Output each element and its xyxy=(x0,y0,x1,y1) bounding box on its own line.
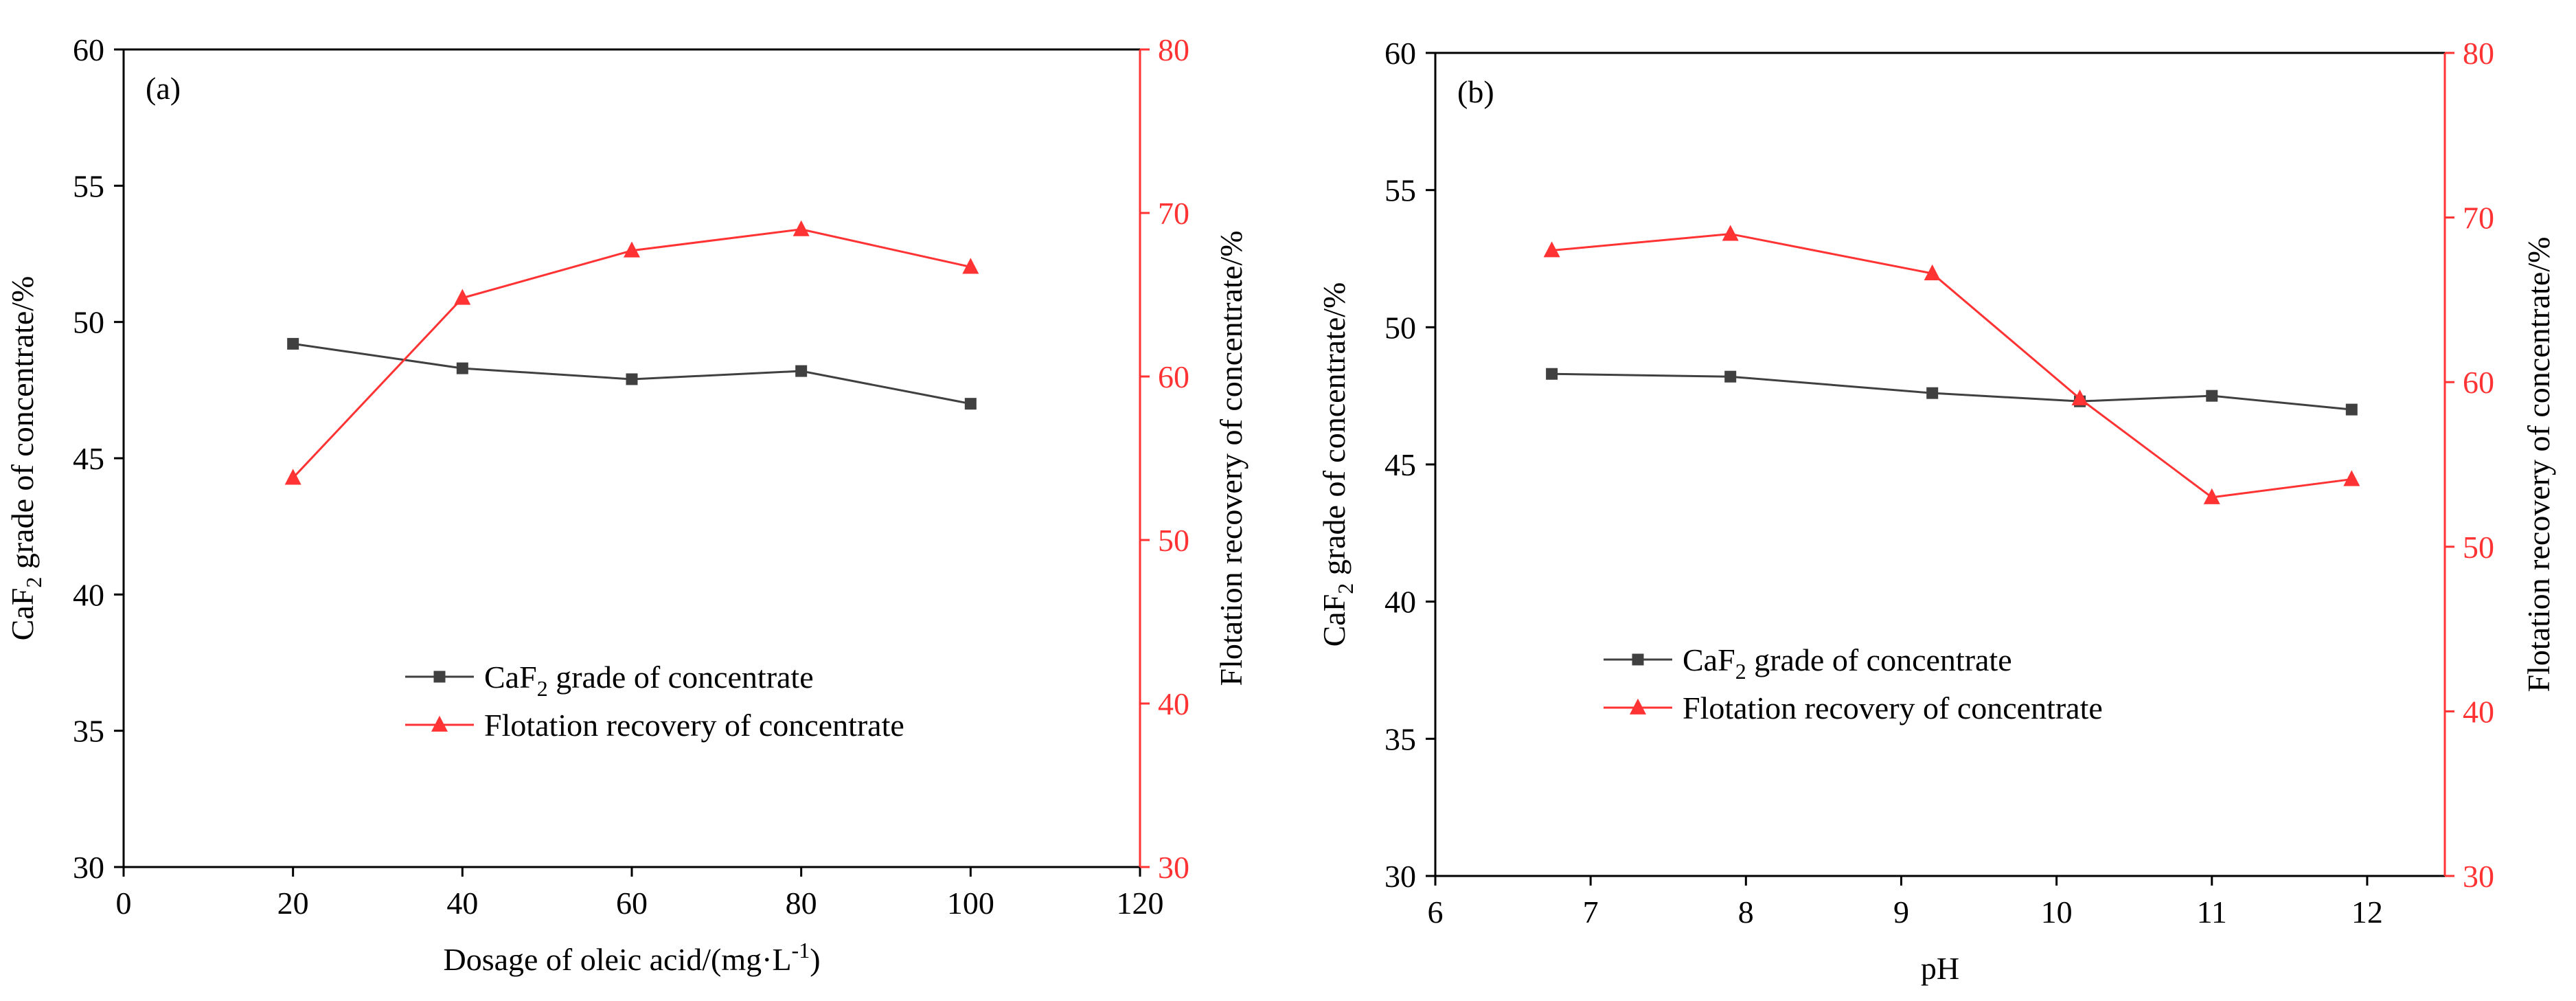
chart-panel-b: 6 7 8 9 10 11 12 30 35 40 45 50 55 60 30 40 50 60 70 80 (b) p… xyxy=(1317,36,2556,986)
y-left-tick-label: 45 xyxy=(73,441,104,476)
grade-data-point xyxy=(1724,370,1737,383)
recovery-data-point xyxy=(1924,264,1941,280)
y-right-tick-label: 50 xyxy=(2463,530,2494,565)
recovery-data-point xyxy=(624,241,640,258)
legend-marker-recovery xyxy=(1630,698,1646,715)
grade-series-line xyxy=(1551,372,2352,411)
grade-data-point xyxy=(456,362,468,374)
y-left-tick-label: 35 xyxy=(1384,721,1416,756)
legend-label-recovery: Flotation recovery of concentrate xyxy=(484,708,904,743)
grade-data-point xyxy=(287,337,299,350)
y-right-tick-label: 70 xyxy=(1158,196,1189,231)
y-left-tick-label: 40 xyxy=(1384,585,1416,620)
recovery-data-point xyxy=(2343,470,2360,486)
y-right-tick-label: 60 xyxy=(1158,359,1189,394)
recovery-data-point xyxy=(793,220,810,236)
recovery-series-line xyxy=(292,228,971,479)
x-axis-title: Dosage of oleic acid/(mg·L-1) xyxy=(443,938,820,977)
y-right-tick-label: 80 xyxy=(1158,32,1189,67)
legend: CaF2 grade of concentrate Flotation recov… xyxy=(1604,642,2103,726)
y-left-tick-label: 35 xyxy=(73,714,104,749)
y-left-tick-label: 30 xyxy=(73,850,104,885)
y-left-axis-title: CaF2 grade of concentrate/% xyxy=(5,276,46,641)
recovery-series-line xyxy=(1551,233,2352,499)
y-right-axis-title: Flotation recovery of concentrate/% xyxy=(2521,237,2556,693)
x-tick-label: 80 xyxy=(786,886,817,921)
x-tick-label: 6 xyxy=(1428,895,1444,930)
legend-label-grade: CaF2 grade of concentrate xyxy=(484,660,814,701)
recovery-data-point xyxy=(2203,488,2220,504)
legend-marker-recovery xyxy=(431,715,448,732)
x-tick-label: 120 xyxy=(1117,886,1164,921)
legend-marker-grade xyxy=(1632,653,1644,666)
panel-label: (a) xyxy=(146,71,181,106)
recovery-data-point xyxy=(1543,241,1560,258)
x-tick-label: 100 xyxy=(947,886,994,921)
x-tick-label: 10 xyxy=(2041,895,2073,930)
y-left-tick-label: 50 xyxy=(73,305,104,340)
recovery-data-point xyxy=(962,258,979,274)
grade-data-point xyxy=(2206,390,2218,402)
x-tick-label: 7 xyxy=(1583,895,1599,930)
recovery-data-point xyxy=(284,469,301,485)
grade-data-point xyxy=(2345,403,2358,416)
y-right-tick-label: 40 xyxy=(2463,694,2494,729)
x-tick-label: 20 xyxy=(277,886,309,921)
y-left-tick-label: 30 xyxy=(1384,859,1416,894)
grade-data-point xyxy=(964,398,977,410)
grade-data-point xyxy=(626,373,638,385)
y-left-tick-label: 40 xyxy=(73,577,104,612)
y-left-tick-label: 50 xyxy=(1384,310,1416,345)
legend-marker-grade xyxy=(433,671,446,683)
x-axis-title: pH xyxy=(1921,951,1959,986)
y-right-tick-label: 80 xyxy=(2463,36,2494,71)
y-right-tick-label: 30 xyxy=(2463,859,2494,894)
x-tick-label: 0 xyxy=(116,886,132,921)
y-left-axis-title: CaF2 grade of concentrate/% xyxy=(1317,282,1358,647)
x-tick-label: 12 xyxy=(2351,895,2383,930)
panel-label: (b) xyxy=(1457,74,1494,109)
y-right-tick-label: 50 xyxy=(1158,523,1189,558)
y-left-tick-label: 60 xyxy=(1384,36,1416,71)
x-tick-label: 40 xyxy=(446,886,478,921)
legend: CaF2 grade of concentrate Flotation recov… xyxy=(405,660,904,743)
recovery-data-point xyxy=(454,289,471,305)
y-right-axis-title: Flotation recovery of concentrate/% xyxy=(1213,231,1249,686)
chart-panel-a: 0 20 40 60 80 100 1203035404550556030405060708… xyxy=(5,32,1249,977)
grade-data-point xyxy=(1926,387,1939,399)
grade-data-point xyxy=(1546,368,1558,380)
y-left-tick-label: 55 xyxy=(73,168,104,203)
x-tick-label: 11 xyxy=(2197,895,2227,930)
y-left-tick-label: 45 xyxy=(1384,447,1416,482)
y-right-tick-label: 40 xyxy=(1158,686,1189,721)
x-tick-label: 9 xyxy=(1893,895,1909,930)
y-left-tick-label: 60 xyxy=(73,32,104,67)
y-left-tick-label: 55 xyxy=(1384,173,1416,208)
grade-data-point xyxy=(795,365,808,377)
recovery-data-point xyxy=(1722,225,1739,241)
x-tick-label: 8 xyxy=(1738,895,1754,930)
legend-label-recovery: Flotation recovery of concentrate xyxy=(1683,690,2103,726)
y-right-tick-label: 30 xyxy=(1158,850,1189,885)
recovery-data-point xyxy=(2071,389,2088,406)
y-right-tick-label: 60 xyxy=(2463,365,2494,400)
y-right-tick-label: 70 xyxy=(2463,201,2494,236)
legend-label-grade: CaF2 grade of concentrate xyxy=(1683,642,2012,684)
x-tick-label: 60 xyxy=(616,886,648,921)
